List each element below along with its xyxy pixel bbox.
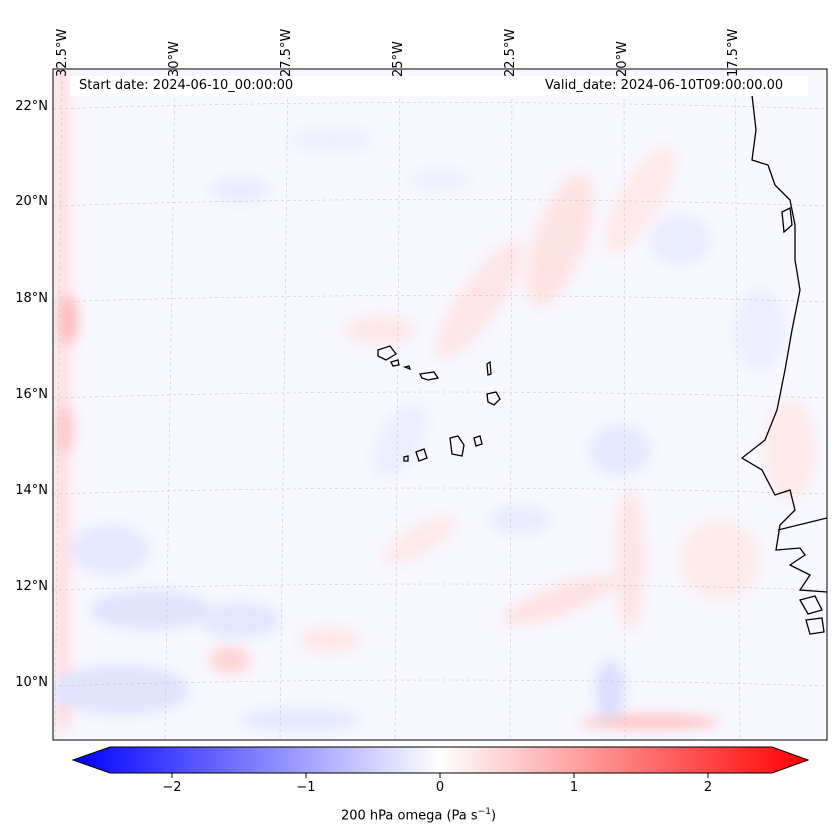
colorbar-ticks — [171, 773, 709, 778]
lon-label: 17.5°W — [726, 28, 741, 77]
coastline — [740, 94, 827, 635]
lon-label: 27.5°W — [279, 28, 294, 77]
colorbar-label-prefix: 200 hPa omega (Pa s — [340, 808, 478, 824]
colorbar-label-exponent: −1 — [477, 807, 491, 817]
lat-label: 22°N — [15, 99, 48, 114]
lon-label: 22.5°W — [503, 28, 518, 77]
cape-verde-islands — [377, 345, 501, 462]
lat-label: 12°N — [15, 579, 48, 594]
lat-label: 20°N — [15, 194, 48, 209]
colorbar-tick-label: 0 — [435, 780, 445, 795]
colorbar-tick-label: 1 — [569, 780, 579, 795]
lon-label: 30°W — [167, 41, 182, 77]
lat-label: 10°N — [15, 675, 48, 690]
colorbar-label-suffix: ) — [490, 808, 497, 824]
colorbar-tick-label: −2 — [162, 780, 182, 795]
lat-label: 16°N — [15, 387, 48, 402]
valid-date-label: Valid_date: 2024-06-10T09:00:00.00 — [545, 78, 784, 93]
graticule — [53, 69, 827, 740]
colorbar-tick-label: −1 — [296, 780, 316, 795]
colorbar — [71, 746, 810, 778]
colorbar-bar — [71, 746, 810, 774]
lon-label: 20°W — [615, 41, 630, 77]
lat-label: 14°N — [15, 483, 48, 498]
colorbar-label: 200 hPa omega (Pa s−1) — [0, 807, 837, 823]
lon-label: 25°W — [391, 41, 406, 77]
omega-field — [53, 69, 827, 740]
lon-label: 32.5°W — [55, 28, 70, 77]
lat-label: 18°N — [15, 291, 48, 306]
map-frame — [52, 68, 828, 741]
colorbar-tick-label: 2 — [703, 780, 713, 795]
header-band — [70, 76, 808, 96]
start-date-label: Start date: 2024-06-10_00:00:00 — [79, 78, 294, 93]
